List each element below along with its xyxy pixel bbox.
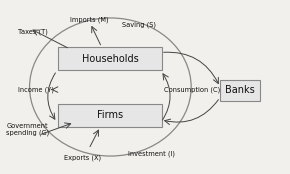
Text: Banks: Banks [225,85,255,96]
Text: Firms: Firms [97,110,124,120]
Text: Imports (M): Imports (M) [70,16,108,23]
Text: Investment (I): Investment (I) [128,150,175,157]
Text: Taxes (T): Taxes (T) [18,29,48,35]
FancyBboxPatch shape [58,104,162,127]
Text: Households: Households [82,54,139,64]
Text: Income (Y): Income (Y) [18,86,54,93]
FancyBboxPatch shape [58,47,162,70]
Text: Government
spending (G): Government spending (G) [6,122,50,136]
FancyBboxPatch shape [220,80,260,101]
Text: Saving (S): Saving (S) [122,22,156,28]
Text: Exports (X): Exports (X) [64,155,101,161]
Text: Consumption (C): Consumption (C) [164,86,220,93]
